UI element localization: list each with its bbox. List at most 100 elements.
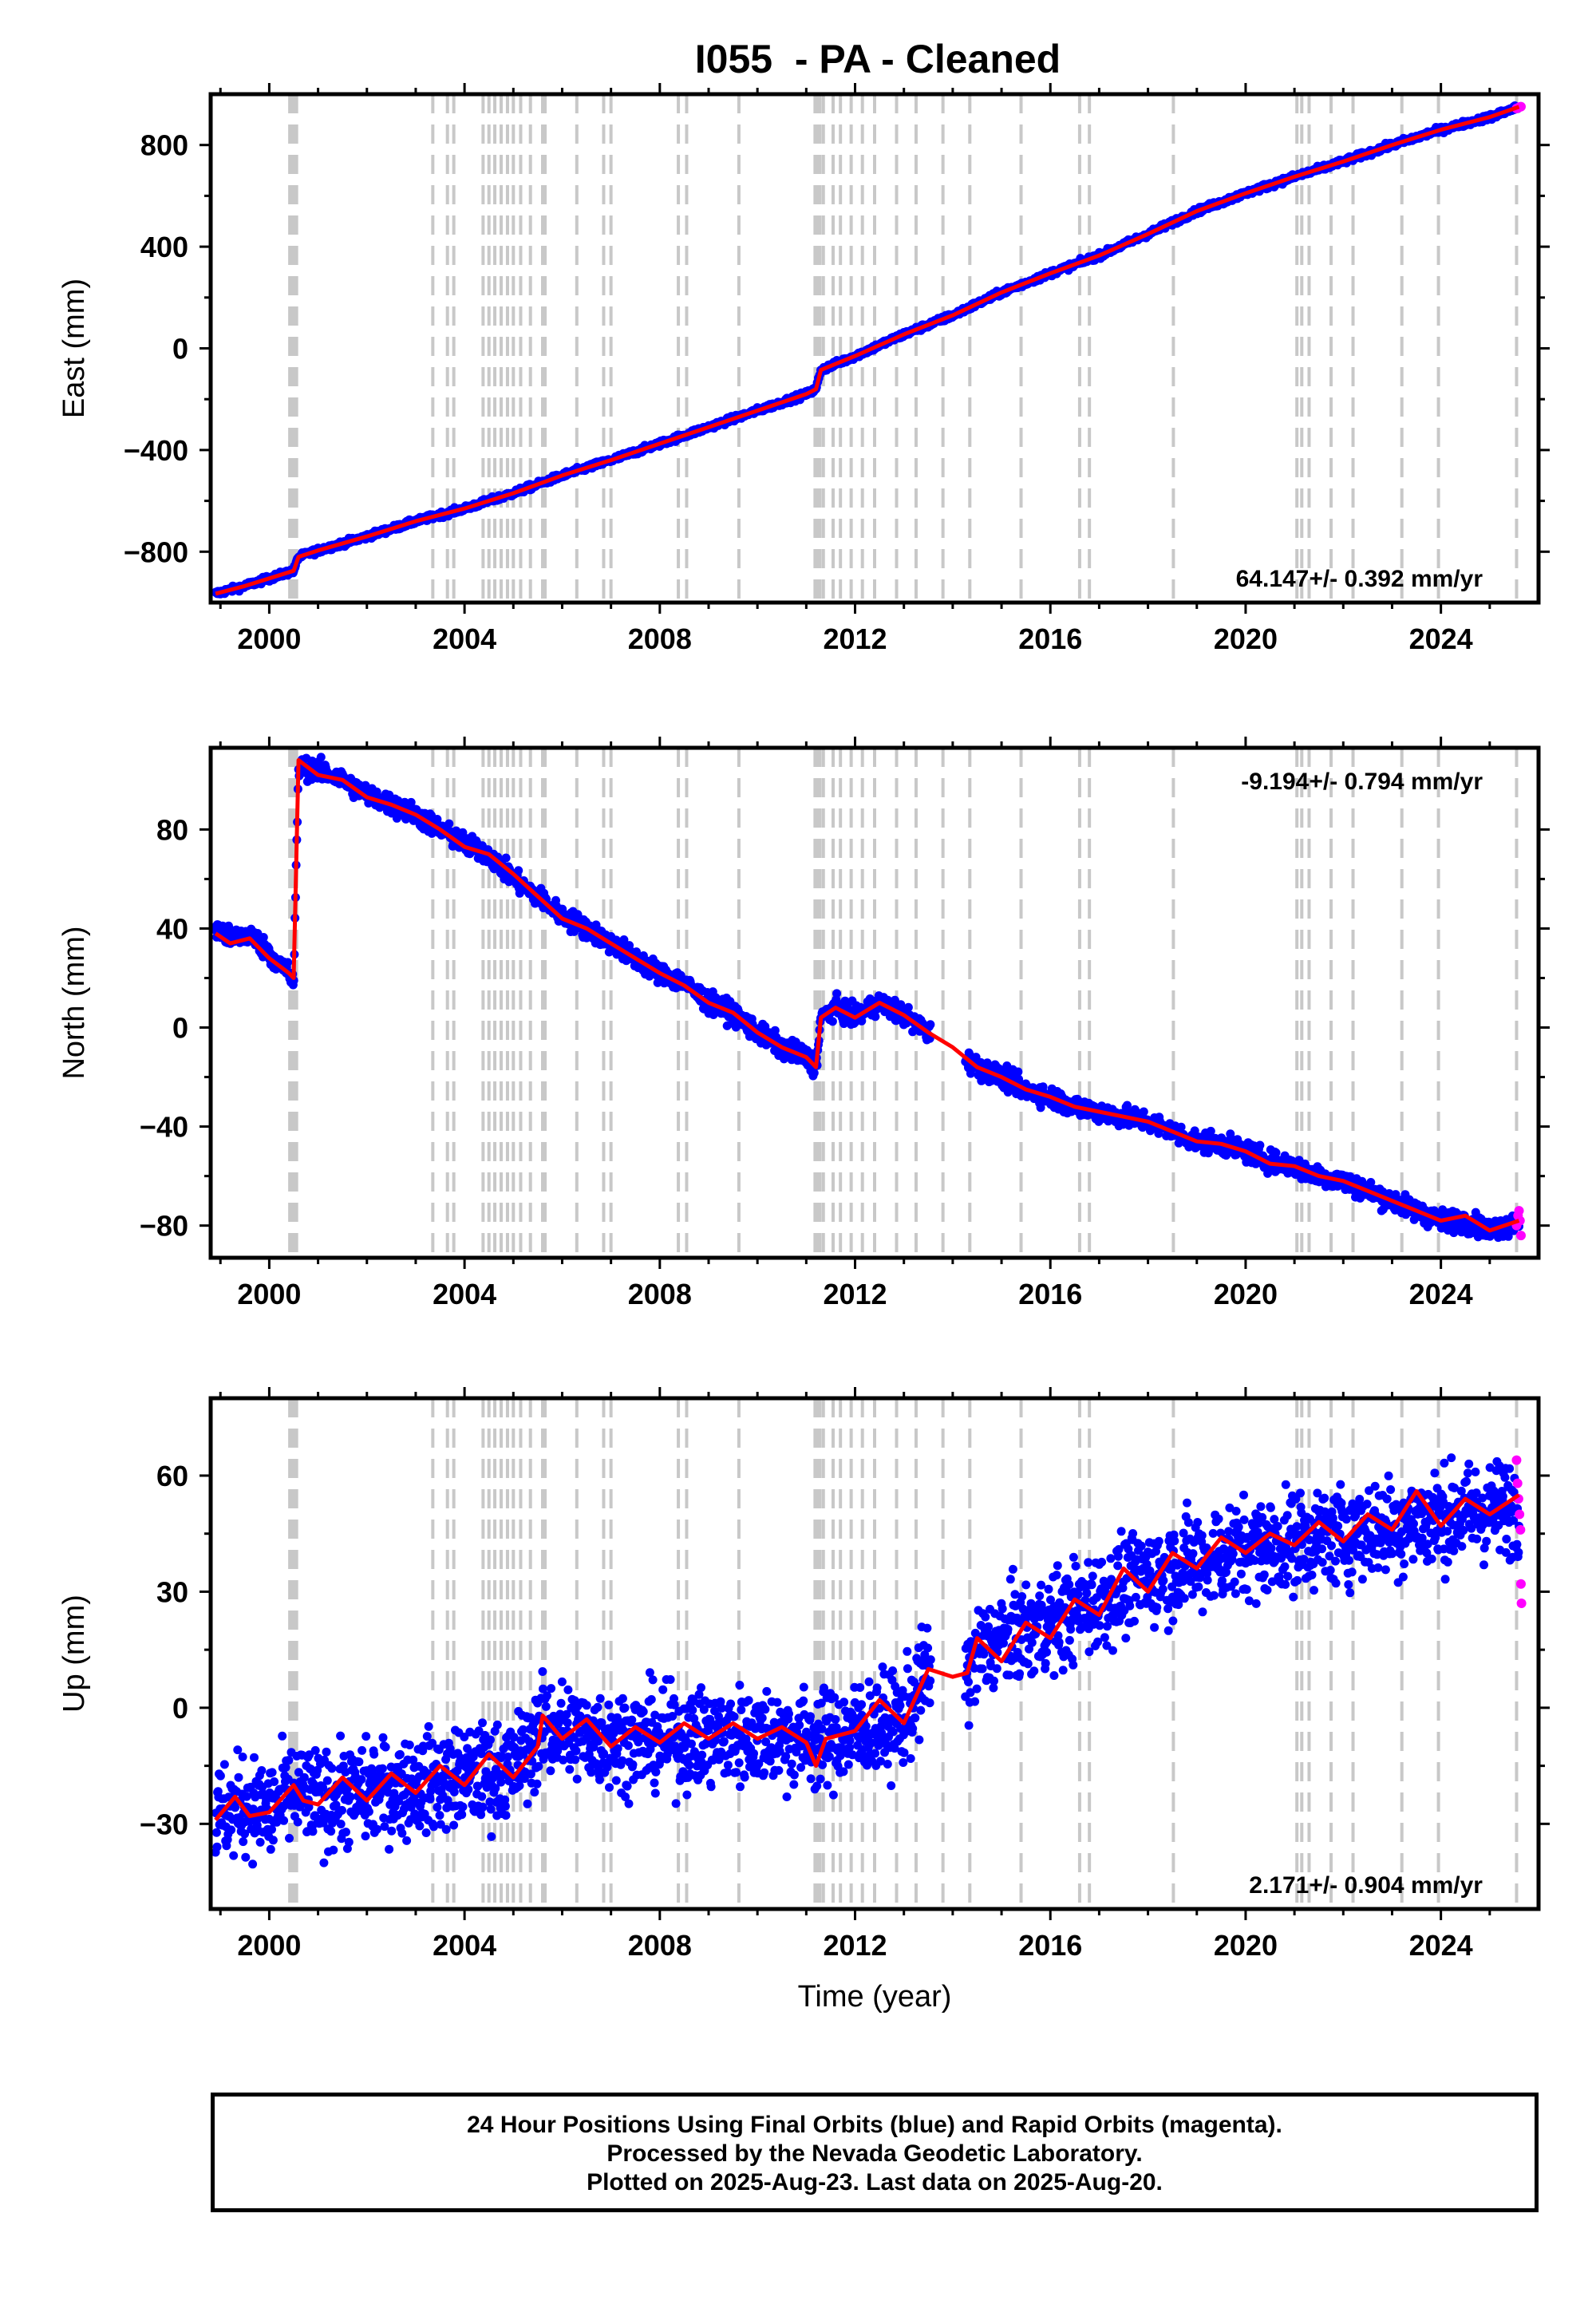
series-final-orbits-north: [211, 753, 1523, 1243]
rate-label: 64.147+/- 0.392 mm/yr: [1236, 566, 1483, 592]
panel-frame-north: [208, 745, 1541, 1260]
data-point: [372, 787, 381, 796]
data-point: [1154, 1128, 1163, 1138]
data-point: [364, 1807, 373, 1816]
data-point: [305, 1750, 314, 1760]
data-point: [272, 1817, 282, 1827]
data-point: [227, 1825, 236, 1835]
data-point: [293, 1817, 302, 1827]
data-point: [338, 1805, 346, 1815]
data-point: [278, 1731, 287, 1741]
data-point: [326, 1827, 336, 1836]
x-tick-label: 2020: [1214, 1278, 1278, 1310]
data-point: [809, 1069, 819, 1077]
data-point: [514, 866, 523, 875]
y-tick-label: 40: [156, 912, 188, 945]
data-point: [319, 1858, 329, 1867]
y-tick-label: 0: [172, 333, 188, 366]
data-point: [322, 1747, 331, 1757]
data-point: [294, 1768, 303, 1777]
data-point: [329, 1845, 338, 1855]
data-point: [1271, 1148, 1281, 1157]
data-point: [1366, 1178, 1376, 1187]
data-point: [212, 1842, 222, 1852]
plot-area-up: [211, 1398, 1527, 1909]
data-point: [304, 1802, 314, 1812]
data-point: [346, 1792, 355, 1801]
data-point: [316, 753, 326, 762]
data-point: [234, 1773, 243, 1782]
x-tick-label: 2012: [823, 1278, 887, 1310]
data-point: [444, 819, 454, 828]
data-point: [354, 1757, 364, 1767]
series-final-orbits-up: [211, 1453, 1523, 1869]
data-point: [336, 1731, 346, 1741]
rate-label: -9.194+/- 0.794 mm/yr: [1241, 769, 1483, 795]
y-tick-label: −40: [140, 1111, 188, 1144]
data-point: [268, 1836, 278, 1845]
x-tick-label: 2000: [237, 1278, 301, 1310]
data-point: [211, 1828, 221, 1837]
data-point: [283, 958, 293, 967]
x-tick-label: 2008: [628, 622, 692, 655]
data-point: [257, 1766, 267, 1775]
data-point: [903, 1002, 913, 1012]
data-point: [285, 1833, 294, 1843]
data-point: [270, 1777, 279, 1786]
data-point: [342, 1828, 350, 1837]
data-point: [219, 1760, 229, 1769]
data-point: [770, 1026, 780, 1035]
data-point: [259, 933, 268, 942]
data-point: [501, 853, 511, 863]
data-point: [322, 1776, 332, 1785]
data-point: [267, 1824, 276, 1834]
data-point: [299, 1773, 309, 1782]
data-point: [1515, 1231, 1526, 1241]
data-point: [358, 1745, 367, 1755]
x-tick-label: 2024: [1409, 622, 1473, 655]
data-point: [318, 1818, 328, 1828]
y-tick-label: 800: [140, 129, 188, 162]
data-point: [331, 1800, 341, 1810]
data-point: [982, 1058, 992, 1068]
y-tick-label: −400: [124, 434, 188, 467]
data-point: [239, 1837, 248, 1847]
data-point: [242, 1792, 251, 1801]
data-point: [215, 1771, 225, 1780]
data-point: [896, 1000, 906, 1010]
y-axis-label: North (mm): [57, 926, 91, 1079]
x-tick-label: 2000: [237, 622, 301, 655]
y-tick-label: −80: [140, 1210, 188, 1243]
figure-title: I055 - PA - Cleaned: [694, 37, 1061, 81]
data-point: [832, 989, 842, 998]
x-tick-label: 2004: [433, 622, 496, 655]
y-tick-label: 80: [156, 813, 188, 846]
plot-area-north: [211, 748, 1526, 1258]
data-point: [318, 1783, 328, 1792]
data-point: [361, 1832, 370, 1841]
data-point: [1514, 1206, 1524, 1216]
data-point: [233, 1745, 243, 1755]
data-point: [1255, 1140, 1265, 1150]
plot-area-east: [211, 94, 1526, 603]
data-point: [255, 1837, 265, 1847]
model-fit-line-north: [214, 758, 1520, 1233]
x-tick-label: 2008: [628, 1278, 692, 1310]
data-point: [241, 1852, 251, 1862]
data-point: [1206, 1126, 1215, 1136]
y-tick-label: −800: [124, 536, 188, 568]
data-point: [1123, 1101, 1132, 1110]
data-point: [238, 1753, 247, 1761]
data-point: [828, 1017, 837, 1026]
data-point: [1139, 1107, 1148, 1117]
data-point: [250, 1753, 259, 1762]
y-tick-label: 400: [140, 231, 188, 263]
data-point: [1013, 1067, 1023, 1077]
x-tick-label: 2024: [1409, 1278, 1473, 1310]
data-point: [240, 1829, 250, 1839]
data-point: [357, 1775, 366, 1784]
data-point: [336, 1820, 346, 1829]
x-tick-label: 2016: [1018, 1278, 1082, 1310]
data-point: [871, 1012, 880, 1022]
